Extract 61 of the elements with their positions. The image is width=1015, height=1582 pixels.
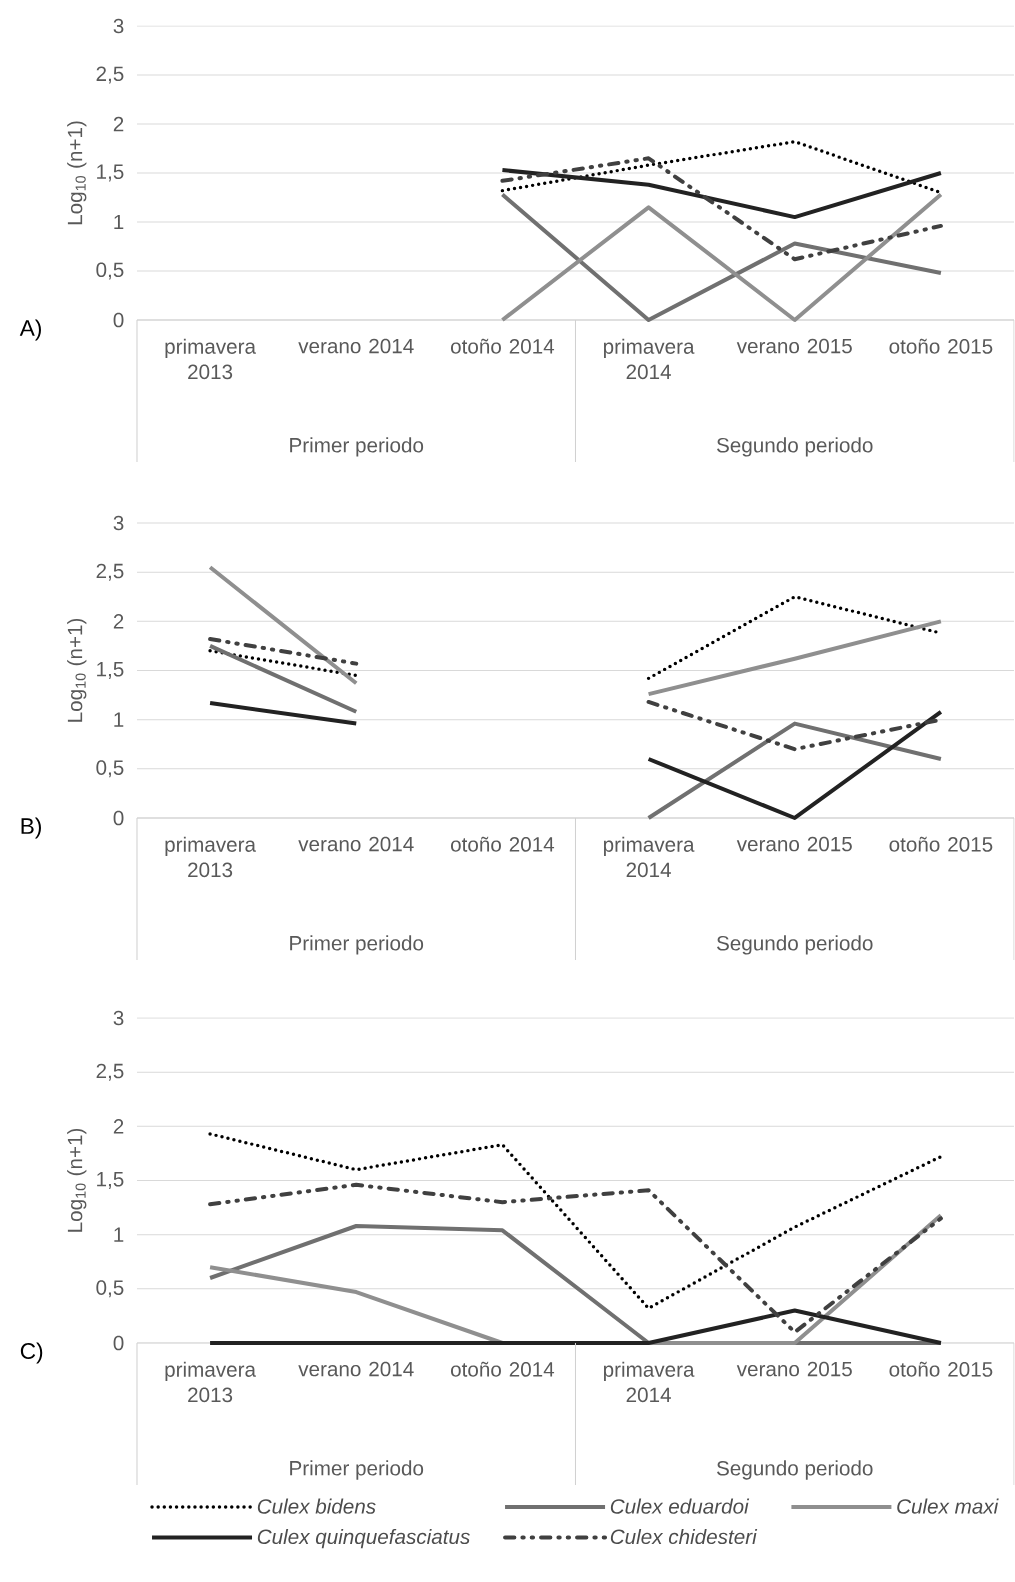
- y-tick-label: 0,5: [96, 760, 124, 778]
- line-series: [500, 192, 944, 322]
- text: C): [21, 1342, 43, 1364]
- text: Primer periodo: [290, 935, 424, 955]
- x-tick-label: otoño 2015: [889, 836, 993, 852]
- y-axis-title: Log$_{10}$ (n+1): [67, 1128, 87, 1232]
- x-tick-label: otoño 2014: [451, 338, 555, 354]
- y-axis-title: Log$_{10}$ (n+1): [67, 618, 87, 722]
- y-tick-label: 2: [114, 1119, 124, 1134]
- x-tick-label: verano 2014: [298, 836, 414, 852]
- legend-label: Culex chidesteri: [611, 1528, 758, 1545]
- legend-label: Culex quinquefasciatus: [258, 1528, 471, 1549]
- y-tick-label: 1,5: [97, 662, 124, 679]
- text: A): [19, 319, 42, 341]
- text: Segundo periodo: [717, 437, 873, 457]
- y-tick-label: 1,5: [97, 1172, 124, 1189]
- legend-label: Culex maxi: [897, 1498, 999, 1514]
- y-tick-label: 2: [114, 614, 124, 629]
- y-axis-title: Log$_{10}$ (n+1): [67, 121, 87, 225]
- y-tick-label: 0,5: [96, 1280, 124, 1298]
- line-series: [500, 168, 944, 220]
- x-tick-label: verano 2014: [298, 1361, 414, 1377]
- x-tick-label: otoño 2015: [889, 1361, 993, 1377]
- x-tick-label: primavera 2014: [604, 1361, 695, 1403]
- y-tick-label: 2,5: [96, 1063, 124, 1081]
- legend-label: Culex bidens: [258, 1498, 376, 1514]
- x-tick-label: verano 2015: [737, 1361, 853, 1377]
- line-series: [208, 1182, 944, 1335]
- y-tick-label: 2: [114, 116, 124, 132]
- y-tick-label: 0: [113, 1335, 124, 1351]
- x-tick-label: otoño 2014: [451, 836, 555, 852]
- text: Segundo periodo: [717, 1460, 873, 1480]
- x-tick-label: primavera 2013: [165, 836, 257, 878]
- text: Primer periodo: [290, 437, 424, 457]
- y-tick-label: 0,5: [96, 262, 124, 280]
- y-tick-label: 1,5: [97, 164, 124, 182]
- x-tick-label: primavera 2013: [165, 338, 257, 380]
- x-tick-label: primavera 2013: [165, 1361, 257, 1403]
- y-tick-label: 3: [113, 515, 124, 531]
- y-tick-label: 1: [114, 1227, 124, 1242]
- y-tick-label: 2,5: [96, 66, 124, 84]
- x-tick-label: primavera 2014: [604, 836, 695, 878]
- x-tick-label: primavera 2014: [604, 338, 695, 380]
- y-tick-label: 3: [113, 18, 124, 34]
- line-series: [500, 156, 944, 262]
- text: Primer periodo: [290, 1460, 424, 1480]
- y-tick-label: 2,5: [96, 563, 124, 581]
- x-tick-label: otoño 2014: [451, 1361, 555, 1377]
- line-series: [208, 1132, 943, 1311]
- x-tick-label: otoño 2015: [889, 338, 993, 354]
- text: Segundo periodo: [717, 935, 873, 955]
- x-tick-label: verano 2014: [298, 338, 414, 354]
- x-tick-label: verano 2015: [737, 338, 853, 354]
- y-tick-label: 0: [113, 810, 124, 826]
- y-tick-label: 1: [114, 214, 124, 230]
- y-tick-label: 1: [114, 712, 124, 727]
- x-tick-label: verano 2015: [737, 836, 853, 852]
- y-tick-label: 3: [113, 1010, 124, 1026]
- legend-label: Culex eduardoi: [611, 1498, 750, 1514]
- text: B): [21, 817, 42, 839]
- y-tick-label: 0: [113, 312, 124, 328]
